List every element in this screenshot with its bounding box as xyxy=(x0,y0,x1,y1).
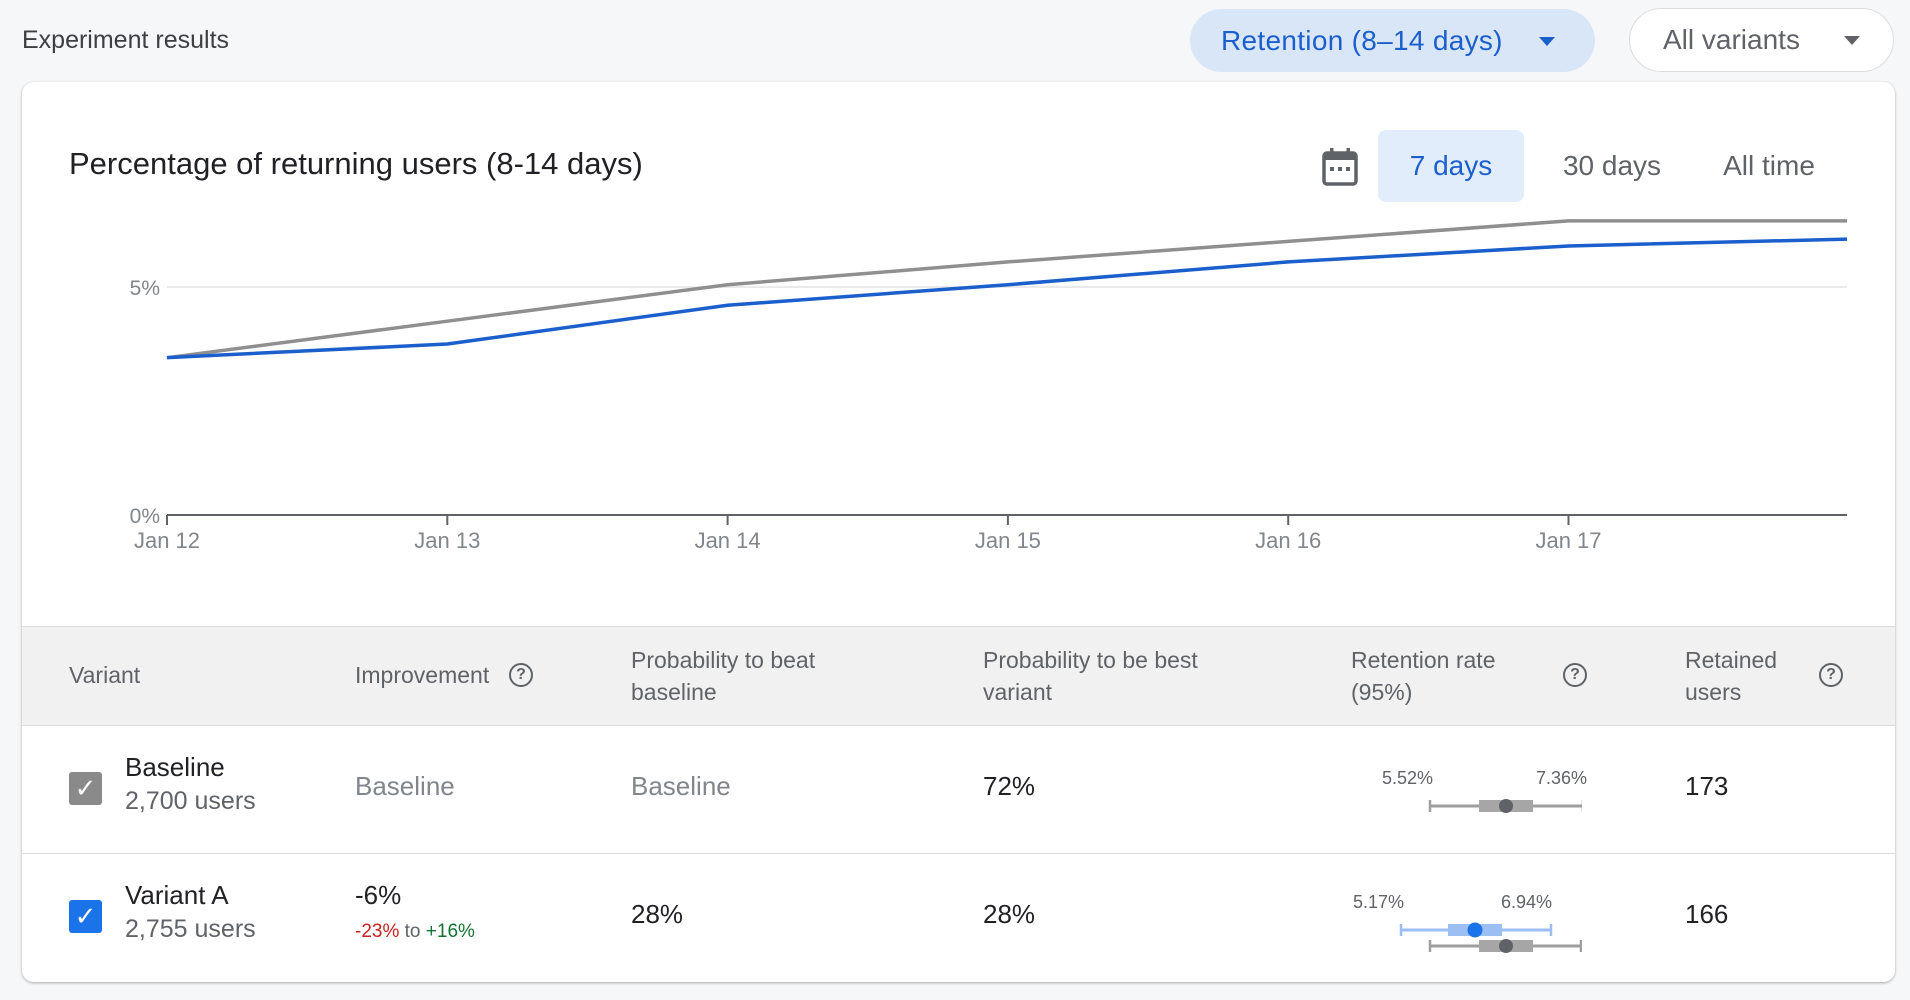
prob-best-value: 28% xyxy=(983,899,1036,929)
chevron-down-icon xyxy=(1844,36,1860,45)
variant-a-series-line xyxy=(166,237,1848,360)
ci-low-label: 5.17% xyxy=(1353,892,1405,912)
x-tick-label: Jan 14 xyxy=(695,528,761,553)
calendar-icon xyxy=(1322,148,1358,186)
page-title: Experiment results xyxy=(22,26,230,54)
table-header: Variant Improvement ? Probability to bea… xyxy=(22,626,1895,726)
ci-high-label: 7.36% xyxy=(1536,768,1588,788)
x-tick-label: Jan 15 xyxy=(975,528,1041,553)
header-retained-line1: Retained xyxy=(1685,647,1778,673)
variant-a-checkbox[interactable]: ✓ xyxy=(69,900,102,933)
y-tick-label: 5% xyxy=(130,277,160,300)
range-all-time-button[interactable]: All time xyxy=(1723,150,1815,181)
x-tick-label: Jan 17 xyxy=(1535,528,1601,553)
y-tick-label: 0% xyxy=(130,505,160,528)
header-prob-beat: Probability to beat baseline xyxy=(631,644,815,708)
range-30-days-button[interactable]: 30 days xyxy=(1562,150,1662,181)
metric-dropdown[interactable]: Retention (8–14 days) xyxy=(1190,9,1595,72)
variant-name: Variant A xyxy=(125,880,229,910)
chevron-down-icon xyxy=(1539,36,1555,46)
top-bar: Experiment results Retention (8–14 days)… xyxy=(0,0,1910,80)
prob-best-value: 72% xyxy=(983,771,1036,801)
retained-value: 166 xyxy=(1685,899,1729,929)
ci-low-label: 5.52% xyxy=(1382,768,1434,788)
improvement-range: -23% to +16% xyxy=(355,921,475,943)
help-icon[interactable]: ? xyxy=(1563,663,1587,687)
header-retention-line2: (95%) xyxy=(1351,679,1413,705)
header-prob-best: Probability to be best variant xyxy=(983,644,1198,708)
variant-name: Baseline xyxy=(125,752,225,782)
chart-title: Percentage of returning users (8-14 days… xyxy=(69,146,643,181)
x-tick-label: Jan 16 xyxy=(1255,528,1321,553)
ci-high-label: 6.94% xyxy=(1501,892,1553,912)
range-high: +16% xyxy=(425,921,475,942)
prob-beat-value: 28% xyxy=(631,899,684,929)
ci-bar xyxy=(1399,922,1582,953)
prob-beat-value: Baseline xyxy=(631,771,731,801)
x-tick-label: Jan 13 xyxy=(414,528,480,553)
help-icon[interactable]: ? xyxy=(1819,663,1843,687)
metric-dropdown-label: Retention (8–14 days) xyxy=(1221,24,1503,56)
baseline-checkbox[interactable]: ✓ xyxy=(69,772,102,805)
improvement-value: Baseline xyxy=(355,771,455,801)
check-icon: ✓ xyxy=(74,773,97,803)
check-icon: ✓ xyxy=(74,901,97,931)
help-icon[interactable]: ? xyxy=(509,663,533,687)
table-row: ✓ Variant A 2,755 users -6% -23% to +16%… xyxy=(22,854,1895,982)
header-improvement: Improvement xyxy=(355,662,490,688)
range-low: -23% xyxy=(355,921,400,942)
range-7-days-button[interactable]: 7 days xyxy=(1378,130,1524,202)
ci-bar xyxy=(1428,799,1582,813)
header-retained-line2: users xyxy=(1685,679,1742,705)
header-retained-users: Retained users xyxy=(1685,644,1777,708)
variant-users: 2,700 users xyxy=(125,787,256,815)
variant-users: 2,755 users xyxy=(125,915,256,943)
line-chart: 0% 5% Jan 12 Jan 13 Jan 14 Jan 15 Jan 16 Jan 17 xyxy=(130,219,1848,553)
retained-value: 173 xyxy=(1685,771,1729,801)
header-prob-best-line2: variant xyxy=(983,679,1053,705)
variant-dropdown-label: All variants xyxy=(1663,24,1800,55)
x-tick-label: Jan 12 xyxy=(134,528,200,553)
improvement-value: -6% xyxy=(355,880,402,910)
table-row: ✓ Baseline 2,700 users Baseline Baseline… xyxy=(22,726,1895,854)
header-prob-beat-line1: Probability to beat xyxy=(631,647,816,673)
calendar-button[interactable] xyxy=(1312,140,1368,196)
header-retention-rate: Retention rate (95%) xyxy=(1351,644,1495,708)
results-card: Percentage of returning users (8-14 days… xyxy=(22,82,1895,982)
range-to: to xyxy=(404,921,421,942)
baseline-series-line xyxy=(166,219,1847,360)
variant-dropdown[interactable]: All variants xyxy=(1629,8,1894,72)
header-prob-best-line1: Probability to be best xyxy=(983,647,1198,673)
header-variant: Variant xyxy=(69,662,141,688)
header-retention-line1: Retention rate xyxy=(1351,647,1496,673)
header-prob-beat-line2: baseline xyxy=(631,679,717,705)
